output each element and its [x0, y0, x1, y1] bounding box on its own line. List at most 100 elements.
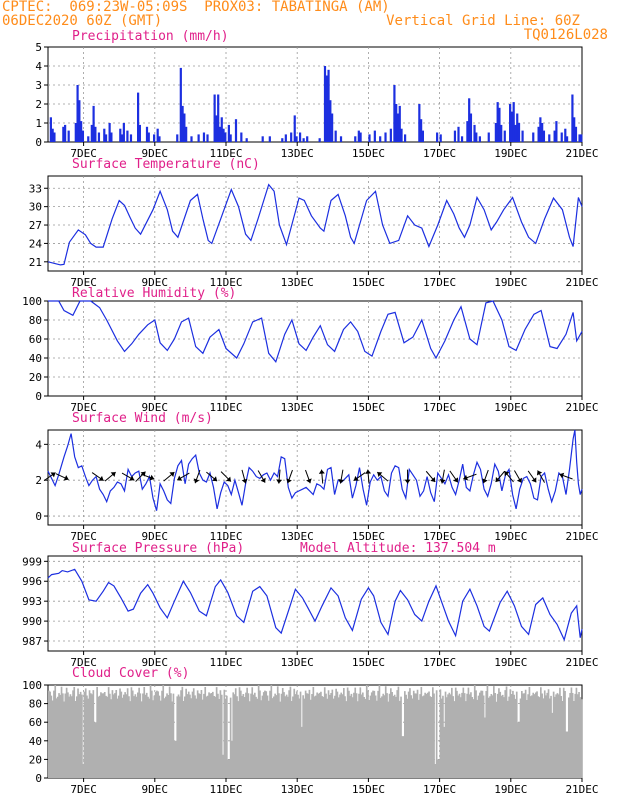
- precip-bar: [206, 134, 209, 142]
- wind-xtick-label: 7DEC: [70, 530, 97, 543]
- precip-bar: [290, 132, 293, 142]
- cloud-title: Cloud Cover (%): [72, 666, 189, 681]
- rh-ytick-label: 100: [22, 295, 42, 308]
- precip-bar: [284, 134, 287, 142]
- press-xtick-label: 17DEC: [423, 656, 456, 669]
- precip-bar: [468, 98, 471, 142]
- precip-bar: [323, 66, 327, 142]
- precip-bar: [81, 130, 85, 142]
- precip-bar: [509, 104, 512, 142]
- precip-bar: [153, 134, 156, 142]
- precip-bar: [354, 136, 357, 142]
- precip-bar: [564, 128, 567, 142]
- precip-bar: [512, 102, 515, 142]
- cloud-xtick-label: 21DEC: [565, 783, 598, 796]
- precip-bar: [64, 124, 67, 142]
- precip-bar: [541, 123, 544, 142]
- precip-bar: [302, 138, 305, 142]
- precip-bar: [218, 126, 222, 142]
- wind-arrow-head: [63, 475, 69, 481]
- wind-xtick-label: 15DEC: [352, 530, 385, 543]
- precip-bar: [516, 113, 519, 142]
- wind-arrow-head: [98, 475, 104, 481]
- rh-ytick-label: 80: [29, 314, 42, 327]
- wind-arrow-head: [495, 476, 501, 482]
- wind-arrow-head: [516, 477, 523, 483]
- precip-xtick-label: 15DEC: [352, 147, 385, 160]
- wind-arrow-head: [306, 478, 312, 484]
- precip-bar: [439, 134, 442, 142]
- wind-arrow-head: [536, 470, 543, 476]
- precip-bar: [217, 94, 220, 142]
- precip-bar: [87, 136, 90, 142]
- wind-arrow-head: [338, 479, 345, 484]
- precip-bar: [97, 132, 101, 142]
- precip-ytick-label: 3: [35, 79, 42, 92]
- wind-arrow-head: [504, 471, 510, 477]
- wind-arrow-head: [129, 475, 135, 481]
- rh-ytick-label: 0: [35, 390, 42, 403]
- precip-xtick-label: 11DEC: [209, 147, 242, 160]
- precip-bar: [555, 121, 558, 142]
- press-ytick-label: 999: [22, 555, 42, 568]
- temp-xtick-label: 21DEC: [565, 276, 598, 289]
- precip-bar: [400, 128, 403, 142]
- wind-arrow-head: [531, 477, 537, 483]
- wind-arrow-head: [318, 469, 325, 474]
- precip-bar: [103, 128, 106, 142]
- precip-bar: [514, 124, 517, 142]
- cloud-bars: [48, 685, 583, 778]
- wind-arrow-head: [276, 479, 283, 484]
- precip-ytick-label: 5: [35, 41, 42, 54]
- precip-bar: [53, 132, 56, 142]
- precip-bar: [500, 124, 503, 142]
- precip-bar: [553, 130, 556, 142]
- cloud-ytick-label: 60: [29, 716, 42, 729]
- wind-arrow-head: [226, 476, 231, 482]
- rh-ytick-label: 60: [29, 333, 42, 346]
- rh-xtick-label: 17DEC: [423, 401, 456, 414]
- temp-ytick-label: 30: [29, 201, 42, 214]
- precip-bar: [539, 117, 542, 142]
- precip-bar: [215, 115, 218, 142]
- wind-arrow-head: [365, 469, 372, 474]
- precip-bar: [90, 124, 93, 142]
- precip-bar: [110, 132, 113, 142]
- precip-bar: [339, 136, 343, 142]
- cloud-xtick-label: 17DEC: [423, 783, 456, 796]
- wind-xtick-label: 9DEC: [142, 530, 169, 543]
- precip-bar: [104, 134, 108, 142]
- header-model-code: TQ0126L028: [523, 27, 608, 43]
- precip-bar: [185, 126, 188, 142]
- precip-bar: [327, 69, 330, 142]
- cloud-ytick-label: 80: [29, 698, 42, 711]
- precip-bar: [560, 132, 563, 142]
- wind-arrow-head: [559, 472, 565, 479]
- precip-bar: [537, 126, 540, 142]
- precip-bar: [475, 132, 478, 142]
- precip-bar: [147, 132, 150, 142]
- rh-xtick-label: 7DEC: [70, 401, 97, 414]
- precip-bar: [108, 123, 111, 142]
- wind-arrow-head: [453, 477, 459, 483]
- precip-bar: [466, 121, 469, 142]
- press-ytick-label: 990: [22, 615, 42, 628]
- precip-bar: [318, 138, 321, 142]
- precip-bar: [295, 136, 298, 142]
- precip-bar: [334, 130, 337, 142]
- precip-bar: [261, 136, 264, 142]
- precip-bar: [129, 134, 133, 142]
- precip-bar: [548, 134, 551, 142]
- precip-bar: [460, 136, 464, 142]
- press-xtick-label: 7DEC: [70, 656, 97, 669]
- precip-xtick-label: 7DEC: [70, 147, 97, 160]
- wind-arrow-head: [286, 478, 292, 484]
- temp-xtick-label: 11DEC: [209, 276, 242, 289]
- precip-bar: [420, 119, 423, 142]
- precip-bar: [389, 128, 392, 142]
- precip-bar: [329, 100, 332, 142]
- wind-arrow-head: [149, 474, 155, 481]
- precip-bar: [179, 67, 182, 142]
- precip-bar: [498, 107, 501, 142]
- precip-bar: [325, 75, 328, 142]
